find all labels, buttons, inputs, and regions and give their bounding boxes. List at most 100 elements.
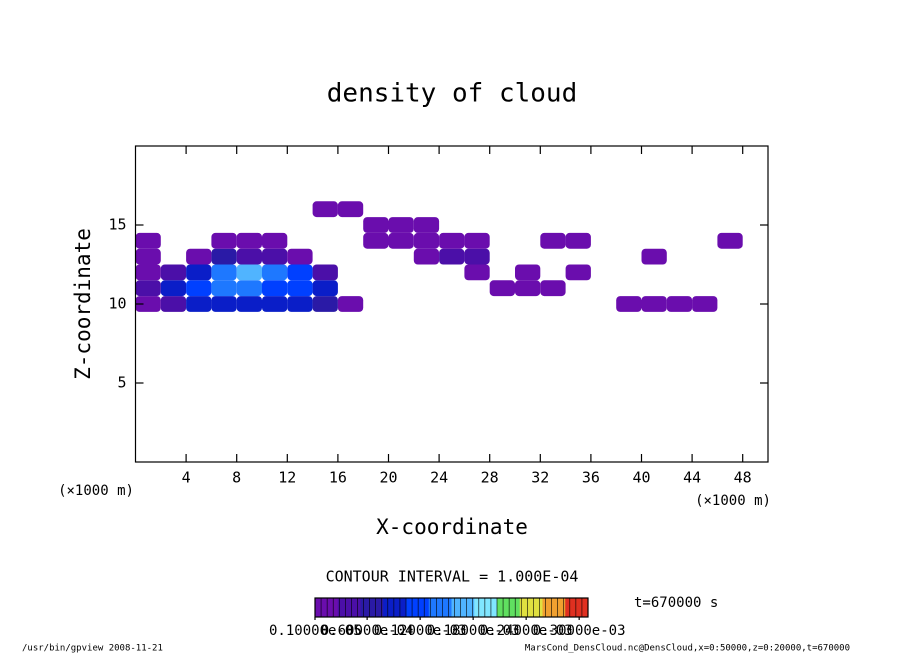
field-cell bbox=[515, 264, 541, 281]
field-cell bbox=[287, 248, 313, 265]
colorbar-swatch bbox=[428, 598, 452, 617]
field-cell bbox=[312, 264, 338, 281]
x-tick-label: 24 bbox=[430, 469, 448, 487]
x-tick-label: 20 bbox=[379, 469, 397, 487]
colorbar-swatch bbox=[337, 598, 361, 617]
field-cell bbox=[540, 280, 566, 297]
chart-title: density of cloud bbox=[327, 79, 577, 109]
field-cell bbox=[540, 232, 566, 249]
field-cell bbox=[160, 280, 187, 297]
y-tick-label: 5 bbox=[117, 374, 126, 392]
field-cell bbox=[236, 296, 262, 312]
contour-note: CONTOUR INTERVAL = 1.000E-04 bbox=[326, 568, 579, 586]
field-cell bbox=[262, 296, 288, 312]
field-cell bbox=[186, 296, 212, 312]
colorbar-swatch bbox=[565, 598, 589, 617]
y-axis-label: Z-coordinate bbox=[71, 228, 95, 380]
field-cell bbox=[363, 232, 389, 249]
field-cell bbox=[236, 264, 262, 281]
field-cell bbox=[641, 296, 667, 312]
field-cell bbox=[287, 280, 313, 297]
x-tick-label: 12 bbox=[278, 469, 296, 487]
time-note: t=670000 s bbox=[634, 595, 718, 611]
field-cell bbox=[312, 296, 338, 312]
colorbar-swatch bbox=[497, 598, 521, 617]
field-cell bbox=[160, 264, 187, 281]
x-tick-label: 44 bbox=[683, 469, 701, 487]
field-cell bbox=[262, 248, 288, 265]
field-cell bbox=[464, 232, 490, 249]
colorbar-swatch bbox=[451, 598, 475, 617]
field-cell bbox=[211, 264, 237, 281]
colorbar-tick-label: 0.18000e-03 bbox=[427, 623, 520, 639]
field-cell bbox=[312, 280, 338, 297]
field-cell bbox=[439, 232, 465, 249]
colorbar-tick-label: 0.10000e-05 bbox=[269, 623, 362, 639]
colorbar-swatch bbox=[383, 598, 407, 617]
colorbar-swatch bbox=[519, 598, 543, 617]
colorbar-swatch bbox=[542, 598, 566, 617]
field-cell bbox=[464, 264, 490, 281]
field-cell bbox=[464, 248, 490, 265]
field-cell bbox=[489, 280, 515, 297]
colorbar-tick-label: 0.30000e-03 bbox=[533, 623, 626, 639]
field-cell bbox=[363, 217, 389, 233]
colorbar-tick-label: 0.60000e-04 bbox=[321, 623, 414, 639]
x-tick-label: 4 bbox=[182, 469, 191, 487]
field-cell bbox=[262, 280, 288, 297]
field-cell bbox=[135, 232, 161, 249]
colorbar-swatch bbox=[360, 598, 384, 617]
field-cell bbox=[337, 201, 364, 218]
y-tick-label: 10 bbox=[108, 295, 126, 313]
field-cell bbox=[211, 248, 237, 265]
footer-left: /usr/bin/gpview 2008-11-21 bbox=[22, 644, 163, 654]
field-cell bbox=[565, 264, 591, 281]
colorbar-tick-label: 0.24000e-03 bbox=[480, 623, 573, 639]
field-cell bbox=[641, 248, 667, 265]
field-cell bbox=[413, 217, 440, 233]
x-tick-label: 32 bbox=[531, 469, 549, 487]
x-unit: (×1000 m) bbox=[695, 493, 771, 509]
field-cell bbox=[186, 248, 212, 265]
field-cell bbox=[413, 248, 440, 265]
field-cell bbox=[388, 217, 414, 233]
field-cell bbox=[717, 232, 743, 249]
y-unit: (×1000 m) bbox=[58, 483, 134, 499]
field-cell bbox=[515, 280, 541, 297]
field-cell bbox=[236, 232, 262, 249]
field-cell bbox=[312, 201, 338, 218]
x-tick-label: 48 bbox=[734, 469, 752, 487]
colorbar-swatch bbox=[315, 598, 339, 617]
field-cell bbox=[236, 248, 262, 265]
x-tick-label: 8 bbox=[232, 469, 241, 487]
field-cell bbox=[236, 280, 262, 297]
x-tick-label: 40 bbox=[632, 469, 650, 487]
field-cell bbox=[186, 280, 212, 297]
field-cell bbox=[287, 264, 313, 281]
field-cell bbox=[135, 264, 161, 281]
x-tick-label: 28 bbox=[481, 469, 499, 487]
x-tick-label: 36 bbox=[582, 469, 600, 487]
field-cell bbox=[211, 232, 237, 249]
field-cell bbox=[388, 232, 414, 249]
field-cell bbox=[692, 296, 718, 312]
field-cell bbox=[413, 232, 440, 249]
field-cell bbox=[211, 296, 237, 312]
x-tick-label: 16 bbox=[329, 469, 347, 487]
colorbar-frame bbox=[314, 597, 589, 618]
field-cell bbox=[565, 232, 591, 249]
field-cell bbox=[616, 296, 642, 312]
field-cell bbox=[287, 296, 313, 312]
field-cell bbox=[135, 248, 161, 265]
y-tick-label: 15 bbox=[108, 216, 126, 234]
x-axis-label: X-coordinate bbox=[376, 515, 528, 539]
field-cell bbox=[135, 296, 161, 312]
field-cell bbox=[666, 296, 693, 312]
colorbar-tick-label: 0.12000e-03 bbox=[374, 623, 467, 639]
field-cell bbox=[337, 296, 364, 312]
field-cell bbox=[160, 296, 187, 312]
field-cell bbox=[186, 264, 212, 281]
field-cell bbox=[135, 280, 161, 297]
field-cell bbox=[439, 248, 465, 265]
